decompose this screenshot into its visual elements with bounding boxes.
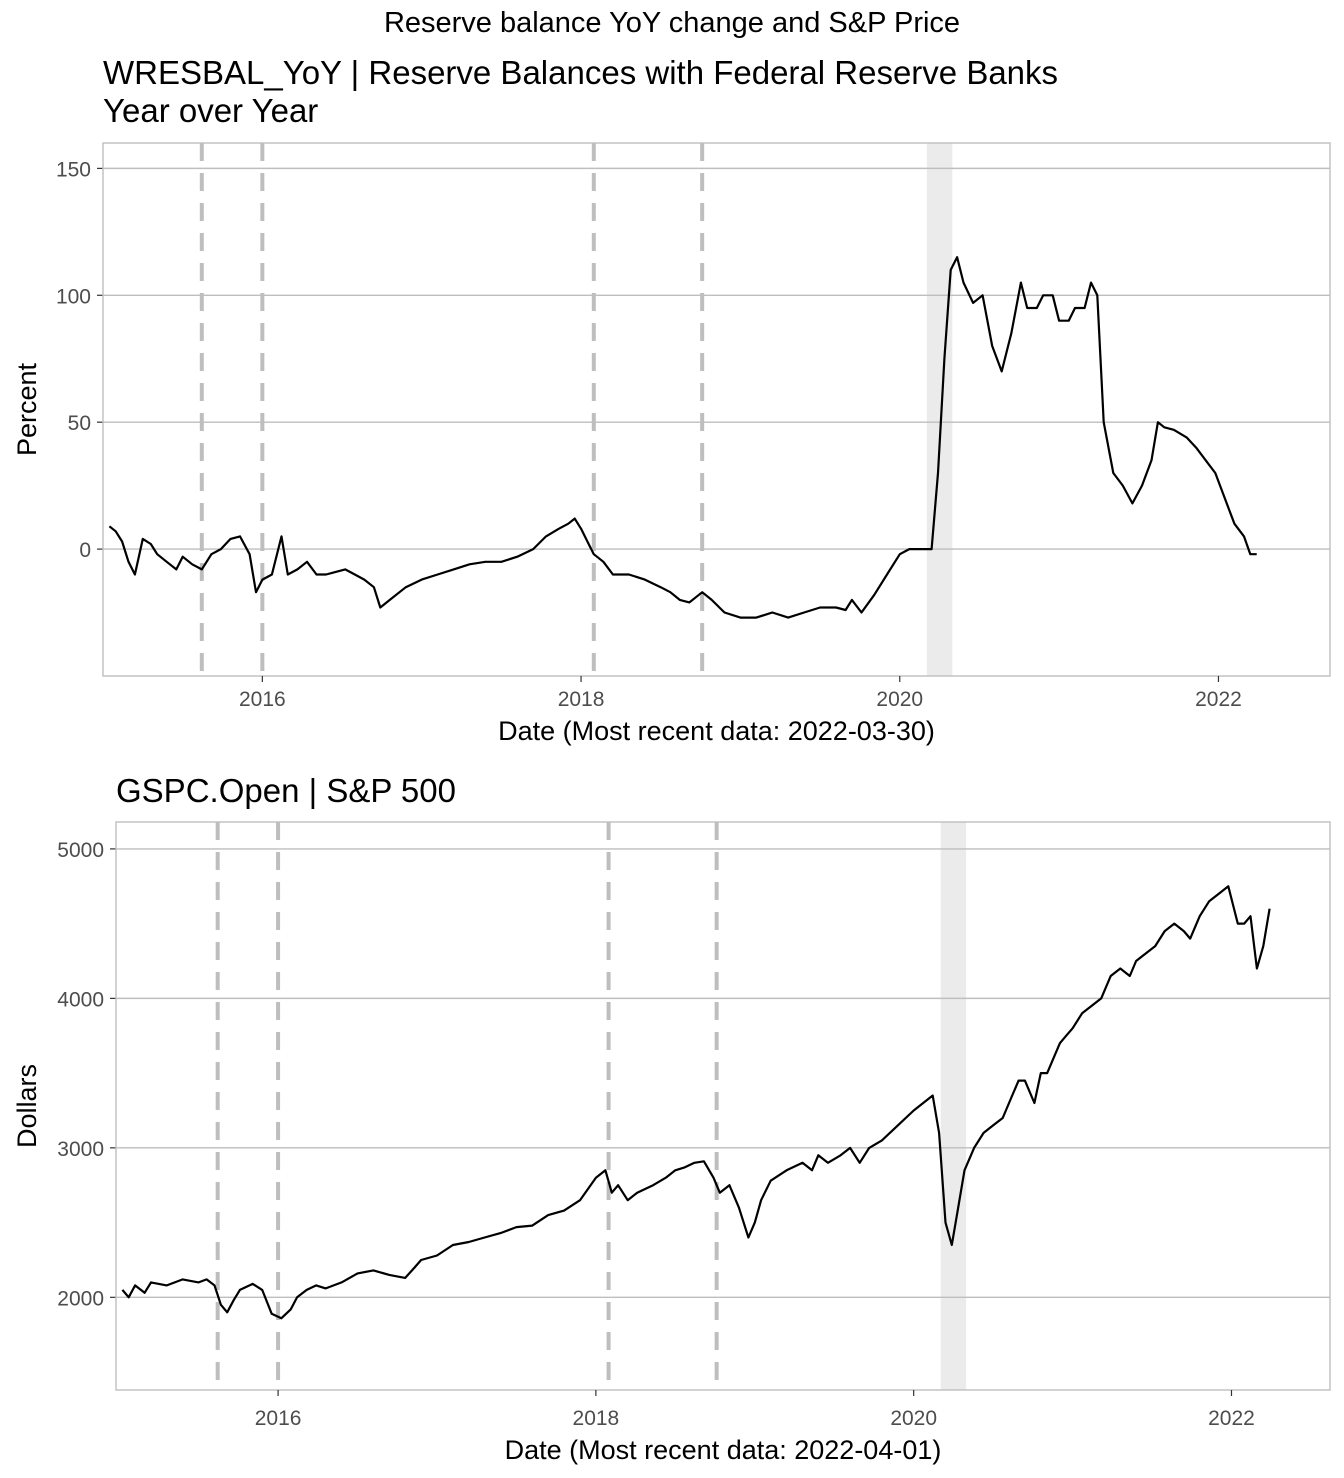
sp500-chart: GSPC.Open | S&P 500 2000 3000 4000 5000 2016 2… — [12, 772, 1331, 1465]
x-tick-label: 2020 — [876, 688, 923, 711]
reserve-balance-chart: WRESBAL_YoY | Reserve Balances with Fede… — [12, 54, 1331, 746]
x-tick-label: 2022 — [1195, 688, 1242, 711]
x-tick-label: 2020 — [890, 1407, 937, 1430]
x-tick-label: 2018 — [573, 1407, 620, 1430]
recession-band — [926, 143, 953, 676]
y-tick-label: 3000 — [57, 1138, 104, 1161]
x-tick-label: 2018 — [558, 688, 605, 711]
x-tick-label: 2022 — [1208, 1407, 1255, 1430]
y-tick-label: 2000 — [57, 1287, 104, 1310]
x-tick-label: 2016 — [239, 688, 286, 711]
y-tick-label: 50 — [68, 412, 91, 435]
y-tick-label: 5000 — [57, 839, 104, 862]
series-line — [108, 256, 1257, 619]
x-axis-label: Date (Most recent data: 2022-03-30) — [498, 716, 935, 746]
y-axis-label: Dollars — [12, 1064, 42, 1148]
y-tick-label: 0 — [79, 539, 91, 562]
x-axis-label: Date (Most recent data: 2022-04-01) — [505, 1435, 942, 1465]
panel-border — [102, 142, 1331, 677]
y-tick-label: 4000 — [57, 988, 104, 1011]
chart-subtitle: Year over Year — [103, 92, 318, 129]
series-line — [121, 885, 1271, 1320]
y-tick-label: 150 — [56, 158, 91, 181]
panel-border — [115, 821, 1331, 1391]
recession-band — [940, 822, 967, 1390]
y-tick-label: 100 — [56, 285, 91, 308]
y-axis-label: Percent — [12, 362, 42, 456]
figure-title: Reserve balance YoY change and S&P Price — [384, 7, 960, 39]
x-tick-label: 2016 — [255, 1407, 302, 1430]
chart-title: WRESBAL_YoY | Reserve Balances with Fede… — [103, 54, 1058, 91]
chart-title: GSPC.Open | S&P 500 — [116, 772, 456, 809]
